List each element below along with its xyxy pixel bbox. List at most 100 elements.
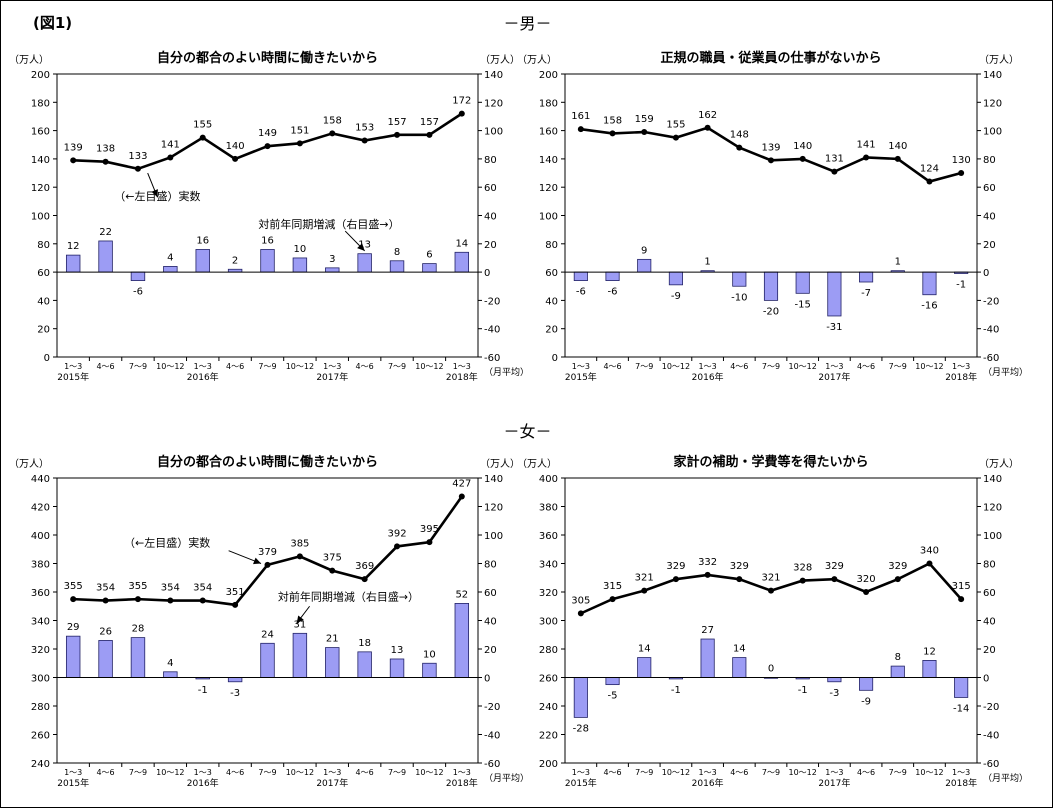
section-title-women: －女－ xyxy=(503,422,552,441)
category-label: 7～9 xyxy=(258,768,276,777)
bar xyxy=(859,677,874,691)
line-point xyxy=(768,587,774,594)
line-data-label: 369 xyxy=(355,561,374,572)
bar xyxy=(605,271,620,281)
year-label: 2016年 xyxy=(187,777,219,789)
line-data-label: 141 xyxy=(161,139,180,150)
line-data-label: 172 xyxy=(452,96,471,107)
plot-area-frame xyxy=(56,73,479,358)
left-tick-label: 120 xyxy=(31,183,50,194)
category-label: 4～6 xyxy=(356,362,374,371)
category-label: 10～12 xyxy=(156,768,184,777)
right-tick-label: 100 xyxy=(484,127,503,138)
line-point xyxy=(736,144,743,151)
line-data-label: 392 xyxy=(387,528,406,539)
bar-data-label: 52 xyxy=(455,589,468,600)
bar-data-label: 6 xyxy=(426,250,432,261)
category-label: 1～3 xyxy=(194,768,212,777)
line-data-label: 155 xyxy=(666,120,685,131)
line-data-label: 379 xyxy=(258,547,277,558)
line-data-label: 153 xyxy=(355,123,374,134)
line-point xyxy=(296,553,303,560)
right-axis-unit-bottom: （月平均） xyxy=(484,366,529,378)
line-point xyxy=(232,155,239,162)
bar-data-label: 14 xyxy=(733,644,746,655)
bar-data-label: 0 xyxy=(768,664,774,675)
bar-data-label: 8 xyxy=(394,247,400,258)
category-label: 7～9 xyxy=(889,768,907,777)
line-point xyxy=(361,576,368,583)
left-tick-label: 340 xyxy=(539,560,558,571)
category-label: 10～12 xyxy=(789,362,817,371)
line-point xyxy=(831,576,838,583)
line-data-label: 354 xyxy=(96,583,115,594)
right-tick-label: 60 xyxy=(983,588,996,599)
line-data-label: 141 xyxy=(857,139,876,150)
left-tick-label: 100 xyxy=(31,212,50,223)
line-data-label: 149 xyxy=(258,128,277,139)
bar xyxy=(668,271,683,286)
bar-data-label: 16 xyxy=(196,235,209,246)
category-label: 7～9 xyxy=(762,362,780,371)
year-label: 2017年 xyxy=(316,371,348,383)
line-point xyxy=(458,493,465,500)
figure-label: (図1) xyxy=(33,14,73,32)
right-tick-label: 0 xyxy=(983,268,989,279)
line-point xyxy=(199,134,206,141)
category-label: 7～9 xyxy=(762,768,780,777)
bar xyxy=(325,647,340,678)
line-data-label: 140 xyxy=(793,141,812,152)
right-tick-label: -40 xyxy=(983,731,999,742)
left-tick-label: 0 xyxy=(44,353,50,364)
category-label: 10～12 xyxy=(415,362,443,371)
line-point xyxy=(167,154,174,161)
right-tick-label: -20 xyxy=(983,296,999,307)
left-tick-label: 320 xyxy=(31,645,50,656)
line-point xyxy=(329,567,336,574)
line-point xyxy=(394,131,401,138)
right-tick-label: -60 xyxy=(983,759,999,770)
category-label: 4～6 xyxy=(857,768,875,777)
left-tick-label: 180 xyxy=(31,98,50,109)
line-point xyxy=(641,129,648,136)
category-label: 10～12 xyxy=(915,362,943,371)
bar-data-label: 26 xyxy=(99,626,112,637)
line-data-label: 124 xyxy=(920,164,939,175)
line-data-label: 340 xyxy=(920,546,939,557)
bar xyxy=(98,640,113,678)
category-label: 1～3 xyxy=(572,768,590,777)
bar xyxy=(422,263,437,273)
left-tick-label: 340 xyxy=(31,617,50,628)
category-label: 1～3 xyxy=(453,768,471,777)
left-tick-label: 200 xyxy=(31,70,50,81)
year-label: 2015年 xyxy=(565,777,597,789)
bar xyxy=(922,271,937,296)
bar-data-label: -10 xyxy=(731,292,747,303)
line-data-label: 320 xyxy=(857,574,876,585)
left-tick-label: 0 xyxy=(552,353,558,364)
chart-panel-2: 正規の職員・従業員の仕事がないから （万人） （万人） （月平均） 0 20 40 60 80 1… xyxy=(517,50,1028,383)
bar-data-label: 24 xyxy=(261,629,274,640)
line-data-label: 329 xyxy=(825,561,844,572)
category-label: 10～12 xyxy=(789,768,817,777)
right-tick-label: -60 xyxy=(484,353,500,364)
category-label: 4～6 xyxy=(857,362,875,371)
left-tick-label: 360 xyxy=(31,588,50,599)
line-point xyxy=(199,597,206,604)
category-label: 4～6 xyxy=(226,768,244,777)
bar-data-label: -14 xyxy=(953,703,969,714)
year-label: 2017年 xyxy=(818,777,850,789)
left-tick-label: 300 xyxy=(31,674,50,685)
left-tick-label: 300 xyxy=(539,617,558,628)
right-tick-label: 20 xyxy=(484,645,497,656)
category-label: 7～9 xyxy=(388,362,406,371)
category-label: 10～12 xyxy=(286,768,314,777)
line-data-label: 354 xyxy=(193,583,212,594)
year-label: 2016年 xyxy=(692,371,724,383)
line-point xyxy=(926,178,933,185)
left-tick-label: 80 xyxy=(545,240,558,251)
line-data-label: 355 xyxy=(64,581,83,592)
year-label: 2018年 xyxy=(446,777,478,789)
line-point xyxy=(167,597,174,604)
bar-data-label: 4 xyxy=(167,252,173,263)
